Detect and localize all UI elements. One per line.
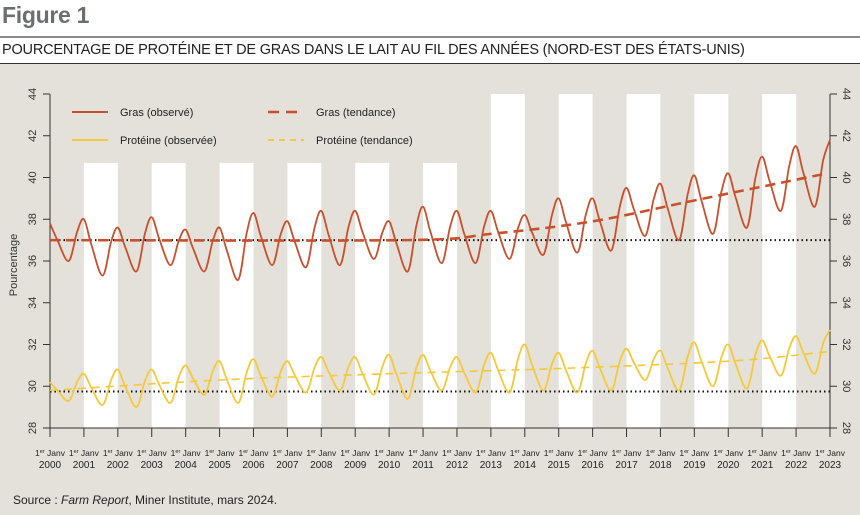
y-tick-label-left: 30 (27, 380, 39, 392)
x-tick-label: 2002 (107, 460, 130, 471)
y-tick-label-left: 40 (27, 171, 39, 183)
y-tick-label-right: 32 (840, 338, 852, 350)
x-tick-label: 2023 (819, 460, 842, 471)
y-tick-label-left: 32 (27, 338, 39, 350)
y-tick-label-right: 42 (840, 130, 852, 142)
legend-label: Protéine (tendance) (316, 135, 413, 147)
x-tick-label: 2010 (378, 460, 401, 471)
x-tick-prefix: 1er Janv (35, 448, 66, 458)
series-line (49, 139, 831, 281)
y-tick-label-right: 44 (840, 88, 852, 100)
x-tick-label: 2016 (581, 460, 604, 471)
x-tick-label: 2021 (751, 460, 774, 471)
x-tick-label: 2009 (344, 460, 367, 471)
x-tick-label: 2014 (514, 460, 537, 471)
y-tick-label-left: 44 (27, 88, 39, 100)
background-band (558, 94, 593, 428)
legend-label: Protéine (observée) (120, 135, 217, 147)
x-tick-label: 2020 (717, 460, 740, 471)
divider (0, 36, 860, 38)
background-band (423, 162, 457, 428)
y-tick-label-right: 30 (840, 380, 852, 392)
background-band (762, 94, 797, 428)
chart-title: POURCENTAGE DE PROTÉINE ET DE GRAS DANS … (2, 42, 745, 58)
y-axis-label: Pourcentage (8, 234, 20, 296)
source-publication: Farm Report (61, 493, 129, 507)
x-tick-prefix: 1er Janv (476, 448, 507, 458)
y-tick-label-left: 28 (27, 422, 39, 434)
x-tick-label: 2022 (785, 460, 808, 471)
background-band (626, 94, 661, 428)
y-tick-label-left: 34 (27, 297, 39, 309)
series-line (49, 329, 831, 408)
y-tick-label-right: 40 (840, 171, 852, 183)
legend-label: Gras (observé) (120, 107, 193, 119)
x-tick-prefix: 1er Janv (205, 448, 236, 458)
x-tick-prefix: 1er Janv (408, 448, 439, 458)
x-tick-label: 2007 (276, 460, 299, 471)
divider (0, 63, 860, 64)
y-tick-label-right: 28 (840, 422, 852, 434)
x-tick-label: 2015 (548, 460, 571, 471)
x-tick-prefix: 1er Janv (442, 448, 473, 458)
x-tick-label: 2012 (446, 460, 469, 471)
x-tick-prefix: 1er Janv (272, 448, 303, 458)
trend-line (49, 172, 828, 242)
x-tick-prefix: 1er Janv (815, 448, 846, 458)
x-tick-prefix: 1er Janv (374, 448, 405, 458)
x-tick-prefix: 1er Janv (781, 448, 812, 458)
y-tick-label-left: 38 (27, 213, 39, 225)
background-band (490, 94, 525, 428)
y-tick-label-left: 42 (27, 130, 39, 142)
x-tick-label: 2005 (208, 460, 231, 471)
x-tick-prefix: 1er Janv (544, 448, 575, 458)
background-band (694, 94, 729, 428)
x-tick-prefix: 1er Janv (137, 448, 168, 458)
x-tick-label: 2017 (615, 460, 638, 471)
x-tick-prefix: 1er Janv (239, 448, 270, 458)
background-band (83, 162, 118, 428)
background-band (355, 162, 390, 428)
x-tick-prefix: 1er Janv (578, 448, 609, 458)
x-tick-prefix: 1er Janv (612, 448, 643, 458)
figure-label: Figure 1 (2, 2, 90, 28)
x-tick-prefix: 1er Janv (510, 448, 541, 458)
x-tick-label: 2001 (73, 460, 96, 471)
x-tick-label: 2018 (649, 460, 672, 471)
background-band (219, 162, 254, 428)
x-tick-prefix: 1er Janv (747, 448, 778, 458)
y-tick-label-left: 36 (27, 255, 39, 267)
y-tick-label-right: 36 (840, 255, 852, 267)
x-tick-prefix: 1er Janv (103, 448, 134, 458)
x-tick-label: 2004 (175, 460, 198, 471)
background-band (151, 162, 186, 428)
x-tick-label: 2003 (141, 460, 164, 471)
x-tick-label: 2006 (242, 460, 265, 471)
x-tick-label: 2011 (412, 460, 434, 471)
source-note: Source : Farm Report, Miner Institute, m… (13, 493, 278, 507)
y-tick-label-right: 38 (840, 213, 852, 225)
x-tick-prefix: 1er Janv (69, 448, 100, 458)
x-tick-prefix: 1er Janv (713, 448, 744, 458)
trend-line (49, 351, 828, 392)
y-tick-label-right: 34 (840, 297, 852, 309)
x-tick-label: 2013 (480, 460, 503, 471)
x-tick-label: 2019 (683, 460, 706, 471)
x-tick-label: 2000 (39, 460, 62, 471)
x-tick-prefix: 1er Janv (645, 448, 676, 458)
x-tick-label: 2008 (310, 460, 333, 471)
x-tick-prefix: 1er Janv (171, 448, 202, 458)
legend-label: Gras (tendance) (316, 107, 395, 119)
x-tick-prefix: 1er Janv (340, 448, 371, 458)
x-tick-prefix: 1er Janv (679, 448, 710, 458)
background-band (287, 162, 322, 428)
x-tick-prefix: 1er Janv (306, 448, 337, 458)
